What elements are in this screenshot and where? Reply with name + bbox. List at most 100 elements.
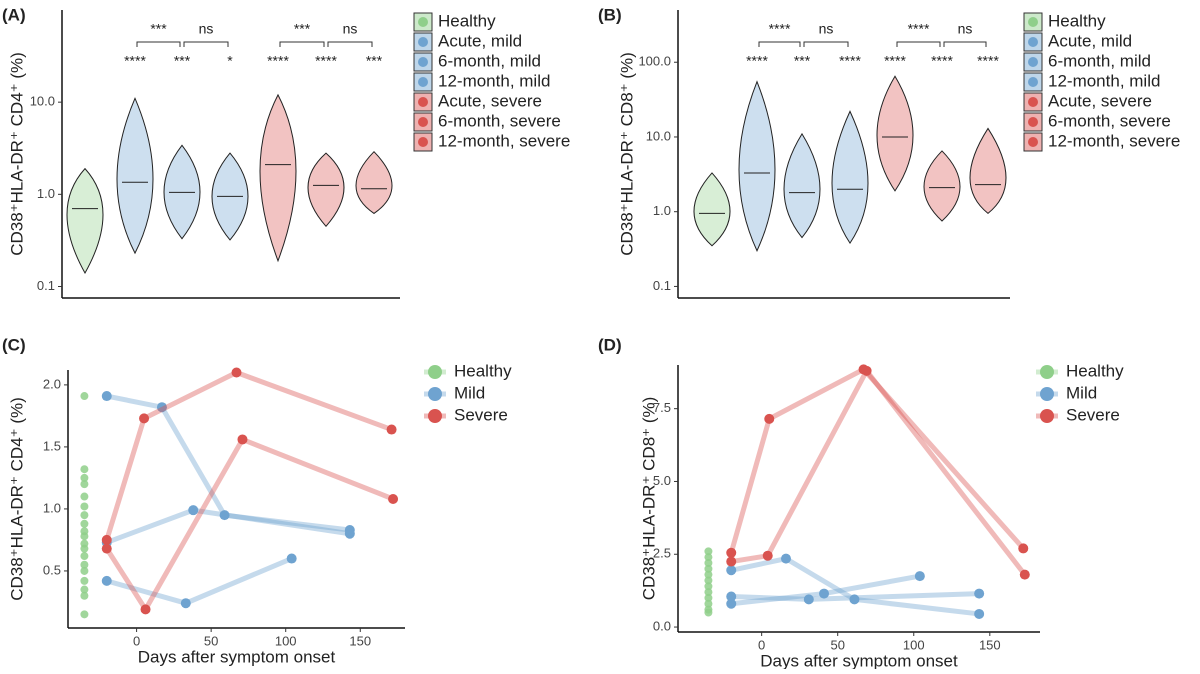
significance: *** bbox=[366, 53, 383, 69]
point bbox=[231, 367, 242, 378]
point bbox=[139, 413, 150, 424]
violin bbox=[876, 75, 914, 192]
legend-dot bbox=[1028, 117, 1038, 127]
bracket bbox=[896, 41, 941, 47]
x-axis-title: Days after symptom onset bbox=[760, 651, 958, 669]
legend-label: 12-month, mild bbox=[1048, 71, 1160, 90]
trajectory bbox=[105, 507, 351, 545]
legend-label: Healthy bbox=[454, 361, 512, 380]
point bbox=[1018, 543, 1029, 554]
point bbox=[80, 585, 89, 594]
legend-dot bbox=[1040, 365, 1054, 379]
point bbox=[80, 492, 89, 501]
bracket bbox=[279, 41, 325, 47]
significance: **** bbox=[769, 21, 791, 37]
point bbox=[704, 588, 713, 597]
point bbox=[80, 552, 89, 561]
y-axis-title: CD38⁺HLA-DR⁺ CD8⁺ (%) bbox=[639, 397, 658, 601]
legend-label: Mild bbox=[454, 383, 485, 402]
point bbox=[914, 571, 925, 582]
y-tick-label: 0.5 bbox=[43, 562, 61, 577]
point bbox=[974, 608, 985, 619]
y-tick-label: 10.0 bbox=[646, 128, 671, 143]
x-tick-label: 0 bbox=[758, 637, 765, 652]
panel-label: (C) bbox=[2, 335, 26, 354]
point bbox=[80, 610, 89, 619]
point bbox=[819, 588, 830, 599]
legend-dot bbox=[428, 365, 442, 379]
legend-dot bbox=[418, 137, 428, 147]
y-tick-label: 0.0 bbox=[653, 618, 671, 633]
point bbox=[704, 564, 713, 573]
trajectory bbox=[730, 366, 1027, 577]
bracket bbox=[183, 41, 229, 47]
violin bbox=[831, 110, 869, 244]
point bbox=[704, 593, 713, 602]
legend-label: Acute, severe bbox=[1048, 91, 1152, 110]
point bbox=[1019, 569, 1030, 580]
y-tick-label: 100.0 bbox=[638, 54, 671, 69]
significance: **** bbox=[839, 53, 861, 69]
bracket bbox=[136, 41, 181, 47]
y-tick-label: 1.0 bbox=[37, 186, 55, 201]
point bbox=[101, 543, 112, 554]
violin bbox=[969, 127, 1007, 214]
point bbox=[80, 566, 89, 575]
violin bbox=[693, 172, 731, 247]
point bbox=[344, 528, 355, 539]
y-tick-label: 1.5 bbox=[43, 438, 61, 453]
point bbox=[101, 534, 112, 545]
significance: **** bbox=[267, 53, 289, 69]
x-tick-label: 100 bbox=[275, 633, 297, 648]
bracket bbox=[327, 41, 373, 47]
point bbox=[80, 392, 89, 401]
point bbox=[386, 424, 397, 435]
point bbox=[704, 599, 713, 608]
panel-label: (D) bbox=[598, 335, 622, 354]
violin bbox=[259, 93, 297, 263]
point bbox=[726, 556, 737, 567]
point bbox=[974, 588, 985, 599]
violin bbox=[66, 167, 104, 275]
legend-label: Mild bbox=[1066, 383, 1097, 402]
point bbox=[80, 591, 89, 600]
point bbox=[80, 560, 89, 569]
point bbox=[180, 598, 191, 609]
y-tick-label: 1.0 bbox=[653, 203, 671, 218]
point bbox=[704, 570, 713, 579]
trajectory bbox=[104, 436, 394, 615]
point bbox=[726, 547, 737, 558]
legend-label: 6-month, severe bbox=[438, 111, 561, 130]
y-axis-title: CD38⁺HLA-DR⁺ CD4⁺ (%) bbox=[7, 52, 26, 256]
point bbox=[80, 519, 89, 528]
significance: **** bbox=[746, 53, 768, 69]
legend-label: 12-month, severe bbox=[1048, 131, 1180, 150]
legend-dot bbox=[1028, 37, 1038, 47]
y-tick-label: 0.1 bbox=[653, 278, 671, 293]
y-tick-label: 2.0 bbox=[43, 376, 61, 391]
significance: **** bbox=[977, 53, 999, 69]
violin bbox=[738, 80, 776, 252]
significance: ns bbox=[958, 21, 973, 37]
legend-dot bbox=[418, 77, 428, 87]
legend-dot bbox=[1028, 97, 1038, 107]
panel-label: (B) bbox=[598, 5, 622, 24]
legend-dot bbox=[418, 17, 428, 27]
significance: *** bbox=[794, 53, 811, 69]
trajectory bbox=[731, 591, 980, 602]
legend-dot bbox=[1028, 17, 1038, 27]
bracket bbox=[758, 41, 801, 47]
x-tick-label: 0 bbox=[133, 633, 140, 648]
y-tick-label: 1.0 bbox=[43, 500, 61, 515]
point bbox=[861, 365, 872, 376]
point bbox=[764, 413, 775, 424]
violin bbox=[116, 97, 154, 255]
legend-dot bbox=[418, 37, 428, 47]
x-tick-label: 50 bbox=[830, 637, 844, 652]
legend-dot bbox=[418, 57, 428, 67]
y-axis-title: CD38⁺HLA-DR⁺ CD4⁺ (%) bbox=[7, 397, 26, 601]
legend-label: Acute, mild bbox=[1048, 31, 1132, 50]
point bbox=[803, 594, 814, 605]
legend-dot bbox=[1028, 137, 1038, 147]
point bbox=[80, 502, 89, 511]
